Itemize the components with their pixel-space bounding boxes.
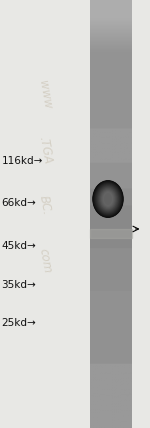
Ellipse shape — [97, 185, 119, 213]
Ellipse shape — [96, 184, 120, 214]
Ellipse shape — [97, 185, 119, 213]
Text: 45kd→: 45kd→ — [2, 241, 36, 251]
Ellipse shape — [103, 191, 113, 207]
Ellipse shape — [97, 186, 119, 212]
Ellipse shape — [96, 184, 120, 214]
Ellipse shape — [94, 182, 122, 216]
Ellipse shape — [99, 187, 117, 211]
Ellipse shape — [100, 188, 116, 210]
Ellipse shape — [96, 184, 120, 214]
Text: 25kd→: 25kd→ — [2, 318, 36, 328]
Ellipse shape — [96, 184, 120, 214]
Ellipse shape — [99, 188, 117, 210]
Text: www: www — [36, 79, 54, 110]
Text: 35kd→: 35kd→ — [2, 279, 36, 290]
Ellipse shape — [95, 183, 121, 215]
Ellipse shape — [93, 181, 123, 217]
Ellipse shape — [100, 189, 116, 209]
Ellipse shape — [101, 190, 115, 208]
Text: .TGA: .TGA — [36, 135, 54, 165]
Ellipse shape — [98, 186, 118, 212]
Text: com: com — [36, 247, 54, 275]
Ellipse shape — [99, 187, 117, 211]
Ellipse shape — [102, 191, 114, 207]
Ellipse shape — [94, 181, 122, 217]
Ellipse shape — [94, 182, 122, 216]
Ellipse shape — [95, 183, 121, 215]
Ellipse shape — [103, 192, 113, 206]
Text: 116kd→: 116kd→ — [2, 155, 43, 166]
Ellipse shape — [102, 191, 114, 207]
Ellipse shape — [103, 192, 113, 206]
Text: BC.: BC. — [37, 194, 53, 217]
Bar — [90, 229, 132, 238]
Ellipse shape — [103, 192, 112, 206]
Ellipse shape — [93, 181, 123, 217]
Ellipse shape — [95, 184, 121, 214]
Ellipse shape — [98, 187, 118, 211]
Ellipse shape — [102, 190, 114, 208]
Ellipse shape — [98, 187, 118, 211]
Text: 66kd→: 66kd→ — [2, 198, 36, 208]
Ellipse shape — [101, 190, 115, 208]
Ellipse shape — [98, 186, 118, 212]
Ellipse shape — [100, 189, 116, 209]
Ellipse shape — [95, 183, 121, 215]
Ellipse shape — [102, 190, 114, 208]
Ellipse shape — [94, 182, 122, 216]
Ellipse shape — [99, 187, 117, 211]
Ellipse shape — [101, 190, 115, 208]
Ellipse shape — [100, 188, 116, 210]
